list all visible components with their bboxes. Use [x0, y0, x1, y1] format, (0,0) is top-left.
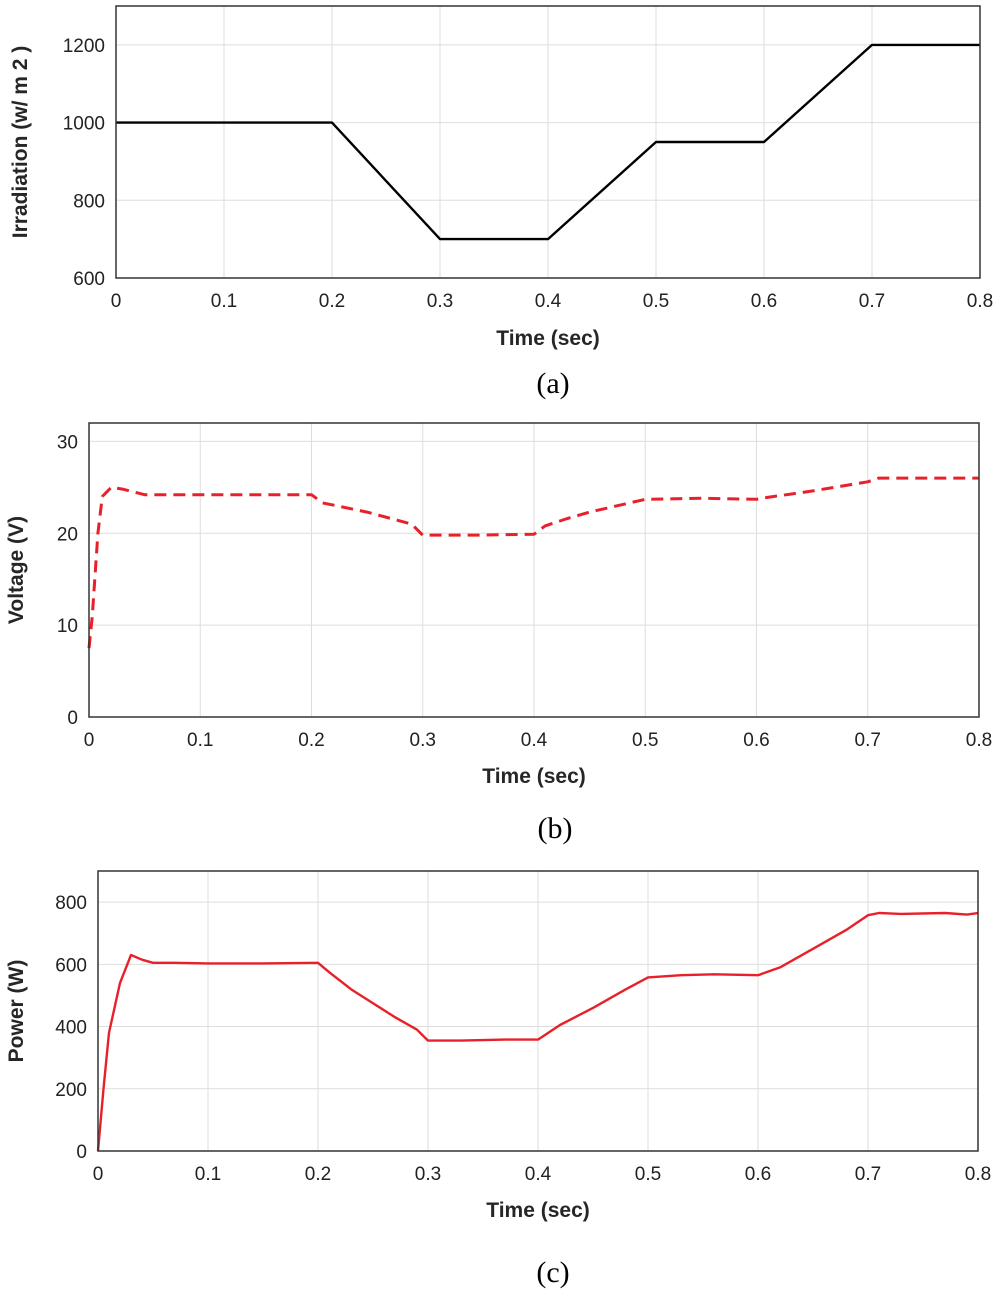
panel-a-ytick-label: 1200: [63, 36, 105, 57]
panel-b-xtick-label: 0.1: [187, 730, 213, 751]
panel-a-plot-frame: [115, 5, 981, 279]
panel-a-xtick-label: 0.5: [643, 291, 669, 312]
panel-b-ytick-label: 10: [57, 616, 78, 637]
panel-a-xtick-label: 0.6: [751, 291, 777, 312]
panel-a-ytick-label: 600: [73, 269, 105, 290]
panel-b-xtick-label: 0.8: [966, 730, 992, 751]
panel-b-tick-labels: 0 0.1 0.2 0.3 0.4 0.5 0.6 0.7 0.8 0 10 20 30: [57, 432, 992, 751]
panel-c-xtick-label: 0.5: [635, 1164, 661, 1185]
panel-b-gridlines: [88, 423, 980, 718]
panel-b-xlabel: Time (sec): [482, 765, 586, 788]
panel-c-xtick-label: 0: [93, 1164, 104, 1185]
panel-b-xtick-label: 0.4: [521, 730, 548, 751]
panel-a-caption: (a): [536, 367, 569, 400]
panel-a-xtick-label: 0.3: [427, 291, 453, 312]
panel-c-xtick-label: 0.8: [965, 1164, 991, 1185]
panel-b-xtick-label: 0.3: [410, 730, 436, 751]
panel-a-xtick-label: 0.1: [211, 291, 237, 312]
panel-c-xtick-label: 0.3: [415, 1164, 441, 1185]
panel-b-ylabel: Voltage (V): [5, 516, 28, 624]
panel-c-ytick-label: 400: [55, 1018, 87, 1039]
panel-b-voltage-chart: 0 0.1 0.2 0.3 0.4 0.5 0.6 0.7 0.8 0 10 20 30 Time (s…: [5, 422, 992, 845]
panel-a-xlabel: Time (sec): [496, 327, 600, 350]
panel-a-ylabel: Irradiation (w/ m 2 ): [9, 46, 32, 239]
panel-b-plot-frame: [88, 422, 980, 718]
panel-b-caption: (b): [538, 812, 573, 845]
panel-a-gridlines: [115, 6, 981, 279]
panel-a-tick-labels: 0 0.1 0.2 0.3 0.4 0.5 0.6 0.7 0.8 600 800 1000 1200: [63, 36, 993, 312]
panel-c-caption: (c): [536, 1256, 569, 1289]
panel-c-xlabel: Time (sec): [486, 1199, 590, 1222]
panel-c-xtick-label: 0.4: [525, 1164, 552, 1185]
panel-c-xtick-label: 0.6: [745, 1164, 771, 1185]
panel-c-power-chart: 0 0.1 0.2 0.3 0.4 0.5 0.6 0.7 0.8 0 200 400 600 800 T…: [5, 870, 991, 1289]
panel-c-ylabel: Power (W): [5, 960, 28, 1063]
panel-b-ytick-label: 30: [57, 432, 78, 453]
panel-b-xtick-label: 0.2: [298, 730, 324, 751]
panel-b-xtick-label: 0.5: [632, 730, 658, 751]
panel-a-irradiation-chart: 0 0.1 0.2 0.3 0.4 0.5 0.6 0.7 0.860080010001200 …: [9, 5, 993, 400]
panel-c-xtick-label: 0.2: [305, 1164, 331, 1185]
panel-b-series-line-voltage: [87, 476, 979, 649]
panel-c-ytick-label: 600: [55, 955, 87, 976]
panel-a-data-layer: [116, 43, 980, 241]
panel-a-xtick-label: 0: [111, 291, 122, 312]
panel-b-xtick-label: 0.6: [743, 730, 769, 751]
panel-a-xtick-label: 0.8: [967, 291, 993, 312]
panel-c-series-line-power: [96, 911, 979, 1152]
panel-c-tick-labels: 0 0.1 0.2 0.3 0.4 0.5 0.6 0.7 0.8 0 200 400 600 800: [55, 893, 991, 1185]
panel-c-xtick-label: 0.7: [855, 1164, 881, 1185]
panel-a-xtick-label: 0.2: [319, 291, 345, 312]
panel-a-ytick-label: 800: [73, 191, 105, 212]
panel-a-series-line-irradiation: [116, 43, 980, 241]
panel-c-gridlines: [97, 871, 979, 1152]
panel-a-xtick-label: 0.4: [535, 291, 562, 312]
panel-b-xtick-label: 0: [84, 730, 95, 751]
panel-b-data-layer: [87, 476, 979, 649]
panel-b-ytick-label: 0: [67, 708, 78, 729]
panel-c-data-layer: [96, 911, 979, 1152]
panel-a-ytick-label: 1000: [63, 114, 105, 135]
panel-c-ytick-label: 800: [55, 893, 87, 914]
panel-c-ytick-label: 0: [76, 1142, 87, 1163]
panel-a-xtick-label: 0.7: [859, 291, 885, 312]
panel-c-ytick-label: 200: [55, 1080, 87, 1101]
panel-c-plot-frame: [97, 870, 979, 1152]
panel-b-xtick-label: 0.7: [855, 730, 881, 751]
panel-c-xtick-label: 0.1: [195, 1164, 221, 1185]
panel-b-ytick-label: 20: [57, 524, 78, 545]
